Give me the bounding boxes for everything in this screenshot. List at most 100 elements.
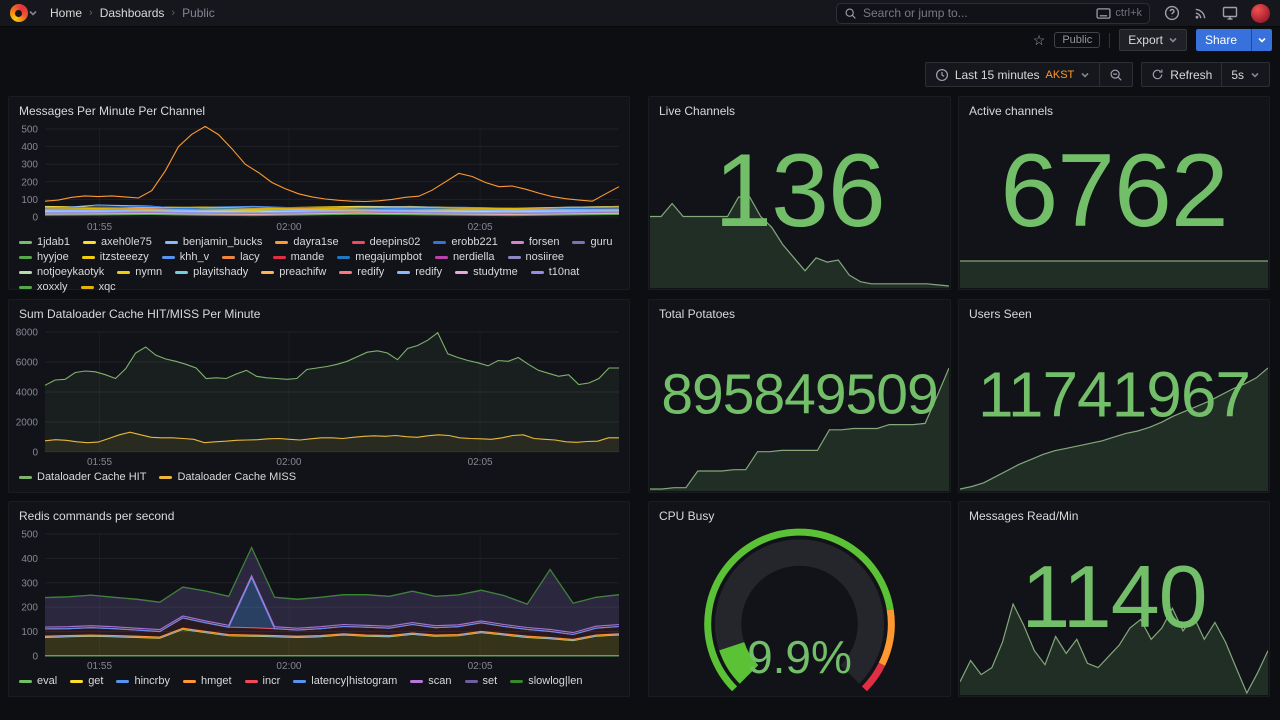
- legend-item[interactable]: playitshady: [175, 266, 248, 278]
- news-rss-icon[interactable]: [1193, 5, 1209, 21]
- panel-title[interactable]: Messages Read/Min: [969, 509, 1079, 523]
- export-button[interactable]: Export: [1119, 29, 1187, 51]
- refresh-icon: [1152, 69, 1163, 80]
- legend-swatch: [164, 240, 178, 244]
- legend-label: notjoeykaotyk: [37, 266, 105, 278]
- legend-item[interactable]: deepins02: [351, 236, 420, 248]
- legend-item[interactable]: xoxxly: [19, 281, 68, 293]
- svg-text:02:00: 02:00: [276, 457, 301, 468]
- legend-item[interactable]: xqc: [80, 281, 116, 293]
- messages-read-value: 1140: [1021, 547, 1207, 647]
- panel-title[interactable]: Redis commands per second: [19, 509, 175, 523]
- legend-item[interactable]: eval: [19, 675, 57, 687]
- panel-messages-read: Messages Read/Min 1140: [958, 501, 1270, 697]
- refresh-interval-select[interactable]: 5s: [1221, 63, 1269, 86]
- legend-swatch: [19, 255, 32, 259]
- breadcrumb-dashboards[interactable]: Dashboards: [99, 6, 165, 20]
- legend-item[interactable]: hincrby: [116, 675, 170, 687]
- breadcrumb-home[interactable]: Home: [50, 6, 83, 20]
- dataloader-legend: Dataloader Cache HIT Dataloader Cache MIS…: [9, 468, 629, 487]
- legend-item[interactable]: Dataloader Cache MISS: [159, 471, 296, 483]
- legend-swatch: [455, 270, 469, 274]
- panel-title[interactable]: Messages Per Minute Per Channel: [19, 104, 206, 118]
- panel-title[interactable]: Sum Dataloader Cache HIT/MISS Per Minute: [19, 307, 261, 321]
- user-avatar[interactable]: [1251, 3, 1270, 23]
- star-icon[interactable]: ☆: [1032, 32, 1046, 48]
- legend-item[interactable]: forsen: [510, 236, 559, 248]
- search-shortcut: ctrl+k: [1096, 7, 1142, 19]
- legend-item[interactable]: redify: [339, 266, 384, 278]
- legend-item[interactable]: benjamin_bucks: [164, 236, 262, 248]
- divider: [1109, 32, 1111, 48]
- legend-item[interactable]: nerdiella: [434, 251, 495, 263]
- legend-swatch: [572, 240, 586, 244]
- legend-item[interactable]: Dataloader Cache HIT: [19, 471, 146, 483]
- legend-item[interactable]: hyyjoe: [19, 251, 69, 263]
- refresh-button[interactable]: Refresh: [1142, 63, 1221, 86]
- legend-label: studytme: [473, 266, 518, 278]
- legend-item[interactable]: axeh0le75: [83, 236, 152, 248]
- legend-item[interactable]: hmget: [182, 675, 232, 687]
- panel-title[interactable]: Users Seen: [969, 307, 1032, 321]
- panel-title[interactable]: CPU Busy: [659, 509, 715, 523]
- legend-item[interactable]: incr: [244, 675, 280, 687]
- legend-item[interactable]: scan: [410, 675, 452, 687]
- time-controls: Last 15 minutes AKST Refresh 5s: [924, 62, 1270, 87]
- dataloader-cache-chart: 0 2000 4000 6000 8000 01:55 02:00 02:05: [9, 324, 629, 468]
- legend-swatch: [19, 679, 32, 683]
- legend-item[interactable]: lacy: [222, 251, 260, 263]
- legend-item[interactable]: nosiiree: [507, 251, 564, 263]
- legend-swatch: [81, 255, 95, 259]
- live-channels-value: 136: [714, 132, 886, 249]
- legend-item[interactable]: nymn: [117, 266, 162, 278]
- legend-item[interactable]: preachifw: [261, 266, 326, 278]
- legend-item[interactable]: t10nat: [530, 266, 579, 278]
- legend-swatch: [182, 679, 196, 683]
- legend-item[interactable]: megajumpbot: [337, 251, 422, 263]
- legend-item[interactable]: mande: [272, 251, 324, 263]
- legend-item[interactable]: set: [464, 675, 497, 687]
- time-range-picker[interactable]: Last 15 minutes AKST: [926, 63, 1099, 86]
- legend-label: khh_v: [179, 251, 210, 263]
- time-range-group: Last 15 minutes AKST: [924, 62, 1134, 87]
- legend-item[interactable]: get: [70, 675, 103, 687]
- help-icon[interactable]: [1164, 5, 1180, 21]
- search-box[interactable]: ctrl+k: [836, 2, 1150, 24]
- legend-swatch: [244, 679, 258, 683]
- legend-item[interactable]: notjoeykaotyk: [19, 266, 104, 278]
- legend-item[interactable]: dayra1se: [275, 236, 339, 248]
- svg-text:01:55: 01:55: [87, 661, 112, 672]
- grafana-logo-icon[interactable]: [10, 4, 28, 22]
- chevron-down-icon[interactable]: [28, 8, 38, 18]
- share-menu-caret[interactable]: [1251, 29, 1272, 51]
- legend-item[interactable]: slowlog|len: [510, 675, 582, 687]
- legend-item[interactable]: erobb221: [433, 236, 498, 248]
- kiosk-monitor-icon[interactable]: [1222, 5, 1238, 21]
- svg-text:300: 300: [21, 578, 38, 589]
- legend-item[interactable]: khh_v: [161, 251, 210, 263]
- legend-swatch: [510, 679, 524, 683]
- legend-item[interactable]: latency|histogram: [293, 675, 397, 687]
- legend-label: hincrby: [134, 675, 170, 687]
- legend-label: itzsteeezy: [99, 251, 149, 263]
- svg-text:100: 100: [21, 195, 38, 206]
- zoom-out-time-button[interactable]: [1099, 63, 1132, 86]
- search-input[interactable]: [863, 6, 1091, 20]
- legend-item[interactable]: guru: [572, 236, 612, 248]
- panel-dataloader-cache: Sum Dataloader Cache HIT/MISS Per Minute…: [8, 299, 630, 493]
- legend-item[interactable]: studytme: [455, 266, 518, 278]
- legend-item[interactable]: redify: [397, 266, 442, 278]
- panel-title[interactable]: Live Channels: [659, 104, 736, 118]
- dashboard-actions-bar: ☆ Public Export Share: [0, 27, 1280, 53]
- users-seen-sparkline: [959, 367, 1269, 491]
- legend-label: playitshady: [193, 266, 249, 278]
- legend-item[interactable]: itzsteeezy: [81, 251, 149, 263]
- chevron-down-icon: [1258, 37, 1266, 43]
- legend-swatch: [530, 270, 544, 274]
- share-button[interactable]: Share: [1195, 29, 1272, 51]
- panel-title[interactable]: Total Potatoes: [659, 307, 736, 321]
- panel-title[interactable]: Active channels: [969, 104, 1054, 118]
- public-badge: Public: [1054, 32, 1101, 48]
- search-icon: [845, 8, 856, 19]
- legend-item[interactable]: 1jdab1: [19, 236, 70, 248]
